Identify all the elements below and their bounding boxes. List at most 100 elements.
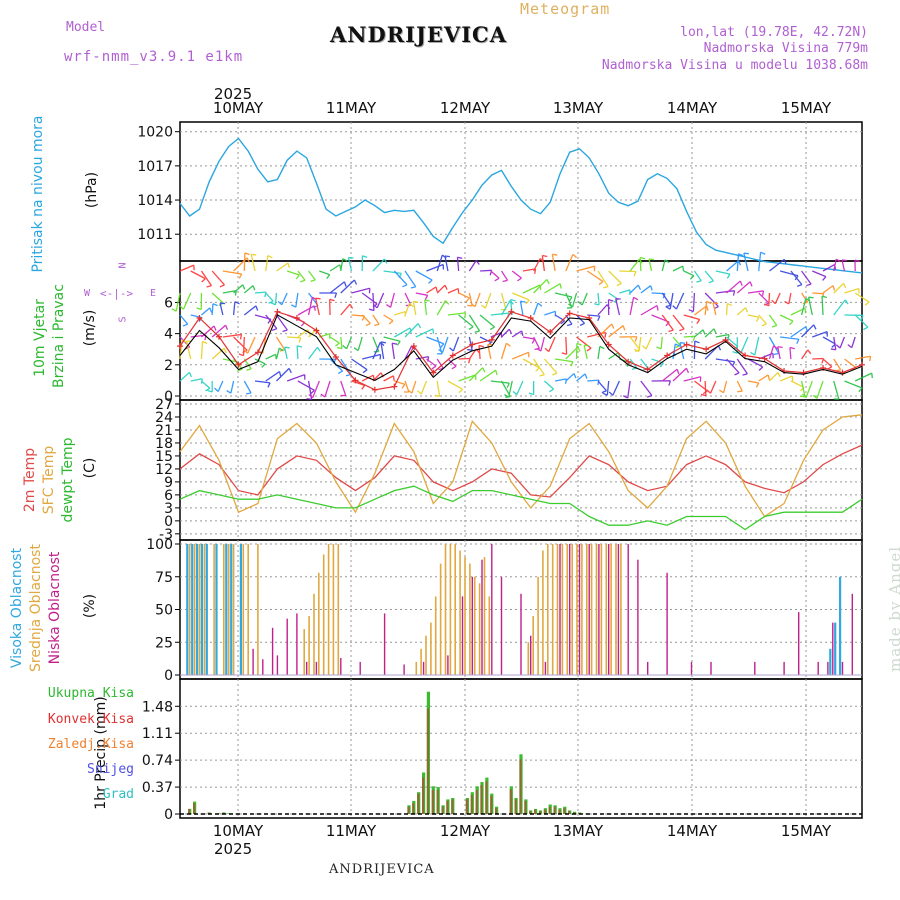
wind-barb <box>426 263 444 272</box>
wind-barb <box>372 292 375 311</box>
wind-barb-tick <box>449 347 454 352</box>
day-label: 11MAY <box>325 99 377 117</box>
wind-barb <box>222 270 242 275</box>
wind-barb <box>361 292 378 305</box>
panel-pressure: 1011 1014 1017 1020 <box>137 121 863 262</box>
cloud-bar-mid <box>590 544 593 675</box>
wind-barb <box>540 336 546 352</box>
wind-barb <box>833 299 846 316</box>
wind-barb-tick <box>738 253 744 257</box>
wind-barb <box>768 314 778 326</box>
wind-barb-tick <box>608 298 614 302</box>
wind-barb-tick <box>559 283 562 289</box>
wind-barb <box>704 301 708 316</box>
wind-barb-tick <box>244 252 250 256</box>
wind-barb <box>669 292 674 310</box>
cloud-bar-mid <box>459 550 461 675</box>
wind-barb-tick <box>380 341 386 344</box>
wind-barb-tick <box>732 290 736 296</box>
wind-barb <box>458 374 476 382</box>
wind-barb-tick <box>335 342 340 347</box>
wind-barb <box>740 336 749 354</box>
wind-barb-tick <box>760 251 766 255</box>
wind-barb-tick <box>326 274 331 280</box>
wind-barb-tick <box>755 316 760 322</box>
wind-gust-point <box>352 377 359 384</box>
wind-barb <box>508 380 513 398</box>
wind-barb-tick <box>495 370 498 376</box>
wind-barb <box>790 380 805 388</box>
y-tick-label: -3 <box>159 527 173 543</box>
wind-barb <box>758 252 762 272</box>
wind-barb-tick <box>431 365 437 370</box>
wind-barb <box>500 300 511 316</box>
wind-barb-tick <box>329 298 335 302</box>
wind-gust-point <box>488 336 495 343</box>
wind-barb-tick <box>505 342 511 347</box>
wind-barb-tick <box>696 319 701 325</box>
wind-barb-tick <box>858 387 863 393</box>
wind-barb <box>800 298 807 316</box>
wind-barb-tick <box>188 372 193 378</box>
wind-barb-tick <box>584 344 590 347</box>
wind-barb-tick <box>854 259 860 263</box>
wind-barb <box>329 281 345 294</box>
compass-arrows: <-|-> <box>100 287 134 300</box>
wind-barb-tick <box>841 259 848 262</box>
cloud-bar-low <box>798 612 800 675</box>
wind-barb <box>715 290 735 294</box>
wind-barb-tick <box>337 370 343 374</box>
wind-barb <box>340 336 343 349</box>
wind-barb-tick <box>597 379 600 386</box>
wind-barb <box>511 270 522 279</box>
wind-barb-tick <box>656 346 662 350</box>
wind-barb <box>844 287 860 294</box>
wind-barb <box>779 314 794 322</box>
wind-barb-tick <box>291 304 297 308</box>
wind-barb-tick <box>417 390 422 395</box>
wind-barb-tick <box>489 326 495 331</box>
cloud-bar-mid <box>615 544 617 675</box>
wind-barb <box>597 292 600 305</box>
wind-barb-tick <box>234 301 240 305</box>
wind-barb-tick <box>544 347 550 353</box>
cloud-bar-mid <box>303 629 305 675</box>
wind-barb-tick <box>689 275 695 280</box>
cloud-bar-mid <box>420 648 422 675</box>
wind-barb <box>801 270 812 285</box>
wind-barb <box>308 346 318 360</box>
wind-barb-tick <box>504 394 510 398</box>
wind-gust-point <box>235 361 242 368</box>
cloud-bar-mid <box>620 544 622 675</box>
wind-barb <box>296 345 299 360</box>
y-tick-label: 6 <box>164 295 173 311</box>
precip-bar-convective <box>563 808 566 814</box>
wind-barb-tick <box>474 330 480 333</box>
wind-barb-tick <box>261 363 266 368</box>
wind-barb-tick <box>212 303 218 307</box>
cloud-bar-mid <box>556 544 559 675</box>
wind-barb <box>361 314 371 324</box>
wind-barb <box>844 380 863 389</box>
wind-barb <box>393 270 408 286</box>
wind-barb <box>565 346 579 360</box>
wind-barb <box>219 303 224 316</box>
cloud-bar-low <box>422 661 425 675</box>
wind-barb-tick <box>407 389 413 394</box>
cloud-bar-mid <box>473 576 476 676</box>
wind-barb-tick <box>796 284 803 287</box>
wind-gust-point <box>313 327 320 334</box>
wind-barb <box>412 301 417 316</box>
wind-barb <box>468 260 477 272</box>
wind-barb-tick <box>806 283 812 287</box>
wind-barb-tick <box>734 372 740 376</box>
wind-barb-tick <box>821 295 828 299</box>
precip-bar-convective <box>534 809 537 814</box>
wind-barb-tick <box>688 309 694 313</box>
wind-barb-tick <box>467 304 473 307</box>
wind-barb <box>774 292 781 304</box>
precip-bar-convective <box>514 799 517 814</box>
wind-barb <box>522 284 541 294</box>
wind-barb-tick <box>316 346 321 352</box>
wind-barb-tick <box>271 328 278 332</box>
